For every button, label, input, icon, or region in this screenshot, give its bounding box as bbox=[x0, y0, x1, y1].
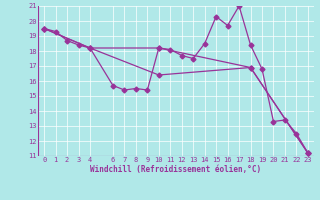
X-axis label: Windchill (Refroidissement éolien,°C): Windchill (Refroidissement éolien,°C) bbox=[91, 165, 261, 174]
